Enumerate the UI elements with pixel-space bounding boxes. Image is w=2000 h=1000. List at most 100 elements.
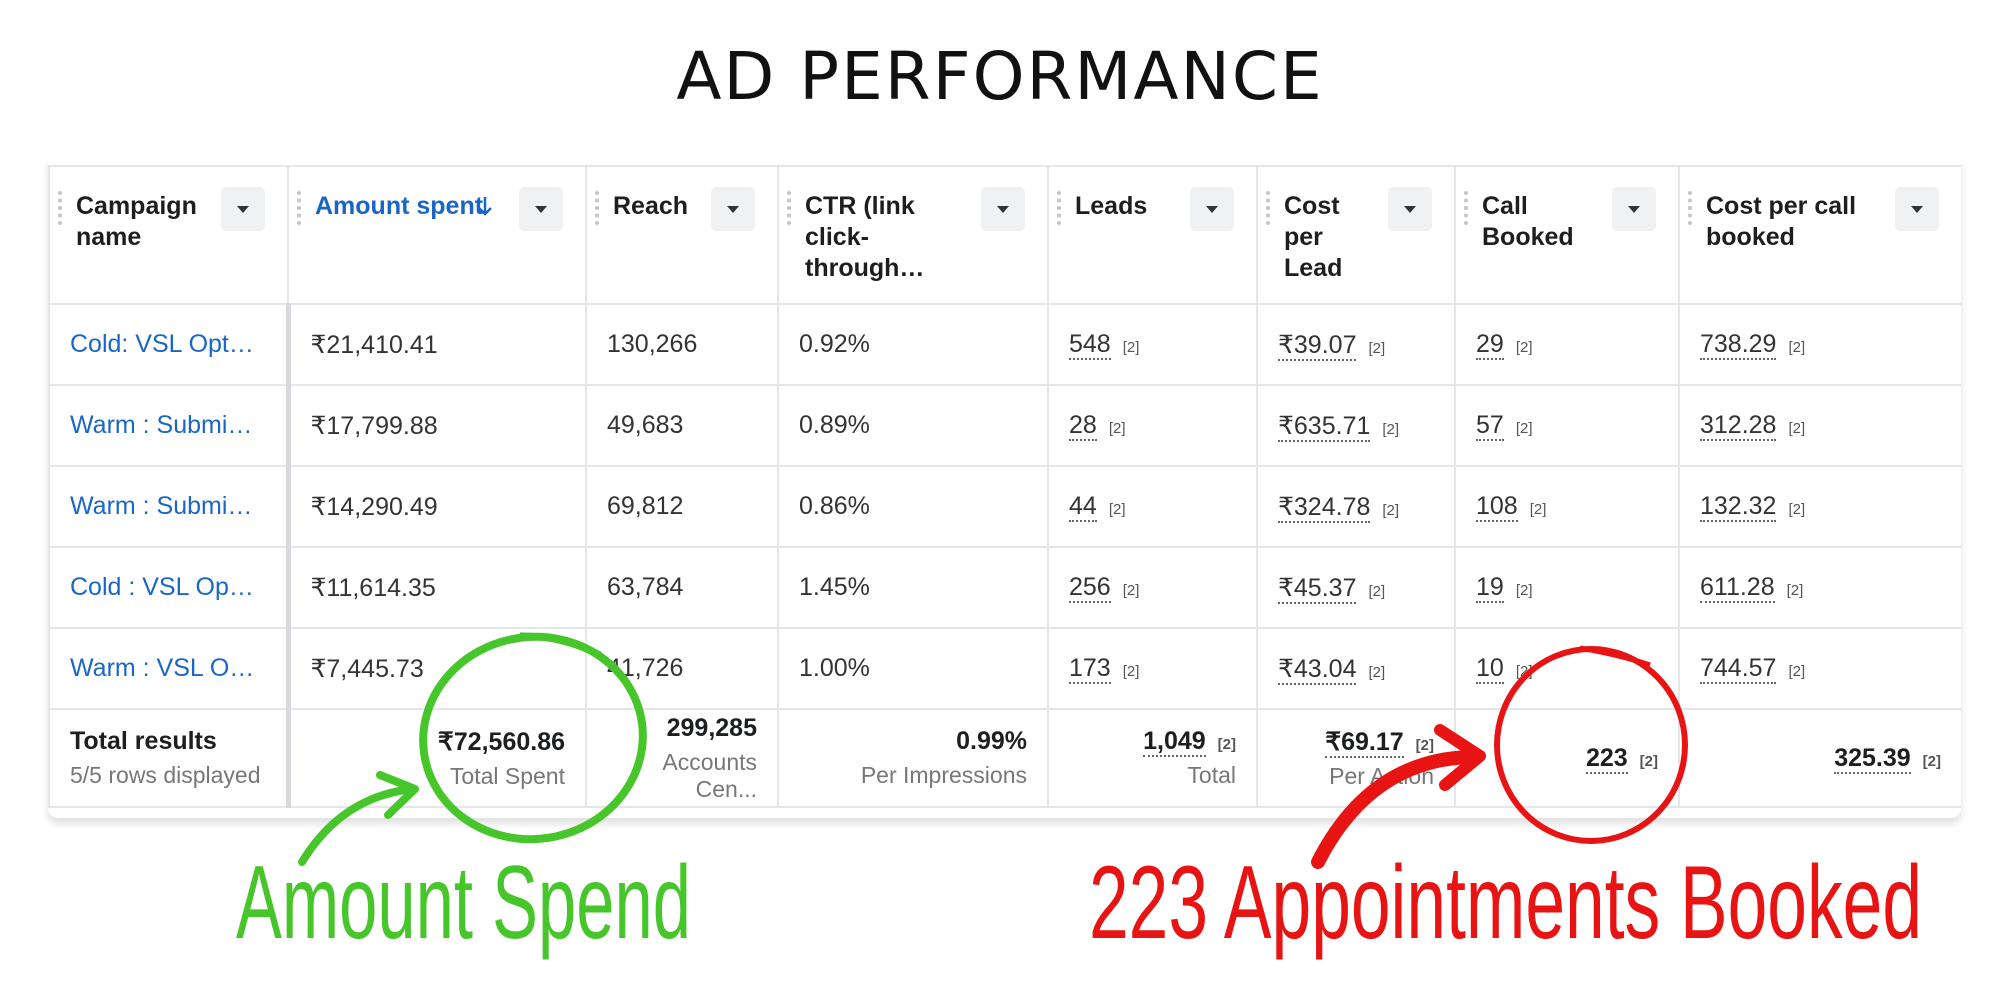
cell-value: 29 — [1476, 330, 1504, 360]
totals-label: Total results — [70, 727, 217, 755]
column-header[interactable]: CTR (link click-through… — [777, 165, 1049, 305]
table-cell: 0.92% — [777, 303, 1049, 386]
campaign-link[interactable]: Cold : VSL Op… — [70, 573, 254, 601]
table-cell: 41,726 — [585, 627, 779, 710]
table-cell: 130,266 — [585, 303, 779, 386]
column-header[interactable]: Cost per call booked — [1678, 165, 1961, 305]
cell-value: 132.32 — [1700, 492, 1777, 522]
column-label: Cost per Lead — [1284, 192, 1343, 282]
column-header[interactable]: Leads — [1047, 165, 1258, 305]
table-cell: ₹21,410.41 — [287, 303, 587, 386]
table-cell: 256 [2] — [1047, 546, 1258, 629]
attribution-note: [2] — [1788, 420, 1806, 437]
table-cell: 1.00% — [777, 627, 1049, 710]
column-label: Reach — [613, 192, 689, 220]
attribution-note: [2] — [1515, 582, 1533, 599]
sort-indicator[interactable] — [477, 195, 493, 217]
attribution-note: [2] — [1122, 339, 1140, 356]
attribution-note: [2] — [1382, 501, 1400, 519]
column-menu-button[interactable] — [1895, 187, 1939, 231]
totals-value: 223 — [1585, 743, 1628, 774]
totals-value: ₹69.17 — [1325, 727, 1404, 758]
campaign-name-cell: Cold : VSL Op… — [48, 546, 291, 629]
attribution-note: [2] — [1788, 339, 1806, 356]
column-header[interactable]: Campaign name — [48, 165, 289, 305]
attribution-note: [2] — [1515, 339, 1533, 356]
column-menu-button[interactable] — [221, 187, 265, 231]
totals-row: Total results 5/5 rows displayed ₹72,560.8… — [48, 708, 1961, 808]
attribution-note: [2] — [1122, 663, 1140, 680]
table-row: Warm : Submi… ₹14,290.49 69,812 0.86% 44 [2] ₹… — [48, 465, 1961, 548]
cell-value: ₹39.07 — [1278, 330, 1357, 361]
totals-value-line: 223 [2] — [1476, 743, 1658, 774]
table-cell: 312.28 [2] — [1678, 384, 1961, 467]
column-menu-button[interactable] — [1388, 187, 1432, 231]
attribution-note: [2] — [1515, 663, 1533, 680]
cell-value: 744.57 — [1700, 654, 1777, 684]
table-row: Warm : Submi… ₹17,799.88 49,683 0.89% 28 [2] ₹… — [48, 384, 1961, 467]
totals-cell: 223 [2] — [1454, 708, 1680, 808]
column-menu-button[interactable] — [519, 187, 563, 231]
column-header[interactable]: Reach — [585, 165, 779, 305]
cell-value: 611.28 — [1700, 573, 1775, 603]
page-title: AD PERFORMANCE — [676, 38, 1324, 115]
column-menu-button[interactable] — [1612, 187, 1656, 231]
table-cell: ₹324.78 [2] — [1256, 465, 1456, 548]
totals-cell: 299,285 Accounts Cen... — [585, 708, 779, 808]
table-row: Warm : VSL O… ₹7,445.73 41,726 1.00% 173 [2] ₹… — [48, 627, 1961, 710]
cell-value: ₹17,799.88 — [310, 411, 438, 440]
cell-value: 19 — [1476, 573, 1504, 603]
column-header[interactable]: Call Booked — [1454, 165, 1680, 305]
totals-sublabel: 5/5 rows displayed — [70, 762, 261, 788]
totals-caption: Total — [1187, 762, 1236, 788]
column-menu-button[interactable] — [711, 187, 755, 231]
totals-caption: Total Spent — [449, 762, 565, 789]
totals-cell: 325.39 [2] — [1678, 708, 1961, 808]
table-cell: 10 [2] — [1454, 627, 1680, 710]
column-label: Call Booked — [1482, 192, 1574, 251]
attribution-note: [2] — [1108, 501, 1126, 518]
totals-value-line: ₹69.17 [2] — [1278, 727, 1434, 758]
table-cell: ₹45.37 [2] — [1256, 546, 1456, 629]
campaign-link[interactable]: Cold: VSL Opt… — [70, 330, 254, 358]
cell-value: ₹14,290.49 — [310, 492, 438, 521]
attribution-note: [2] — [1382, 420, 1400, 438]
table-cell: 29 [2] — [1454, 303, 1680, 386]
table-cell: 108 [2] — [1454, 465, 1680, 548]
column-header[interactable]: Cost per Lead — [1256, 165, 1456, 305]
table-cell: ₹39.07 [2] — [1256, 303, 1456, 386]
cell-value: ₹21,410.41 — [310, 330, 438, 359]
totals-caption: Per Action — [1329, 762, 1434, 789]
attribution-note: [2] — [1786, 582, 1804, 599]
campaign-link[interactable]: Warm : VSL O… — [70, 654, 255, 682]
totals-value-line: 325.39 [2] — [1700, 743, 1941, 774]
cell-value: 738.29 — [1700, 330, 1777, 360]
totals-cell: ₹72,560.86 Total Spent — [287, 708, 587, 808]
table-cell: 57 [2] — [1454, 384, 1680, 467]
totals-value-line: 1,049 [2] — [1069, 727, 1236, 757]
column-menu-button[interactable] — [1190, 187, 1234, 231]
campaign-name-cell: Warm : Submi… — [48, 384, 291, 467]
cell-value: ₹11,614.35 — [310, 573, 436, 602]
cell-value: 0.92% — [799, 330, 870, 358]
table-cell: ₹43.04 [2] — [1256, 627, 1456, 710]
cell-value: ₹43.04 — [1278, 654, 1357, 685]
column-header[interactable]: Amount spent — [287, 165, 587, 305]
column-menu-button[interactable] — [981, 187, 1025, 231]
totals-label-cell: Total results 5/5 rows displayed — [48, 708, 291, 808]
table-cell: 19 [2] — [1454, 546, 1680, 629]
campaign-link[interactable]: Warm : Submi… — [70, 411, 253, 439]
totals-value: ₹72,560.86 — [437, 727, 565, 756]
campaign-link[interactable]: Warm : Submi… — [70, 492, 253, 520]
totals-value: 299,285 — [666, 713, 757, 742]
cell-value: 49,683 — [607, 411, 684, 439]
totals-value: 0.99% — [956, 727, 1027, 755]
table-cell: 738.29 [2] — [1678, 303, 1961, 386]
table-cell: 69,812 — [585, 465, 779, 548]
totals-caption: Accounts Cen... — [662, 748, 757, 802]
totals-caption: Per Impressions — [860, 762, 1027, 788]
campaign-name-cell: Warm : VSL O… — [48, 627, 291, 710]
table-cell: ₹17,799.88 — [287, 384, 587, 467]
column-label: Cost per call booked — [1706, 192, 1857, 251]
